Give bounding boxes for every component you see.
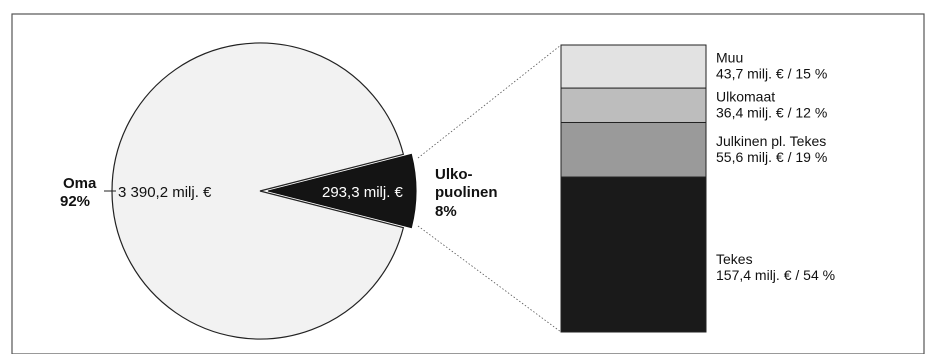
connector-top <box>417 44 562 159</box>
bar-segment-muu <box>560 44 707 89</box>
segment-name-tekes: Tekes <box>716 251 753 267</box>
segment-value-muu: 43,7 milj. € / 15 % <box>716 66 827 82</box>
slice-label-ulkopuolinen-line1: Ulko- <box>435 166 473 183</box>
bar-segment-ulkomaat <box>560 87 707 123</box>
connector-bottom <box>417 225 562 333</box>
bar-segment-tekes <box>560 176 707 333</box>
bar-segment-julkinen-pl-tekes <box>560 121 707 178</box>
pie-chart: Oma 92% 3 390,2 milj. € 293,3 milj. € Ul… <box>60 42 498 340</box>
segment-value-julkinen-pl-tekes: 55,6 milj. € / 19 % <box>716 149 827 165</box>
slice-label-ulkopuolinen-line2: puolinen <box>435 184 498 201</box>
pie-slice-ulkopuolinen <box>267 153 417 229</box>
segment-value-ulkomaat: 36,4 milj. € / 12 % <box>716 104 827 120</box>
segment-name-julkinen-pl-tekes: Julkinen pl. Tekes <box>716 133 826 149</box>
slice-label-oma: Oma <box>63 175 97 192</box>
segment-value-tekes: 157,4 milj. € / 54 % <box>716 267 835 283</box>
segment-name-muu: Muu <box>716 50 743 66</box>
figure-border <box>11 13 925 354</box>
slice-percent-ulkopuolinen: 8% <box>435 203 457 220</box>
slice-value-ulkopuolinen: 293,3 milj. € <box>322 184 404 201</box>
segment-name-ulkomaat: Ulkomaat <box>716 88 775 104</box>
slice-percent-oma: 92% <box>60 193 90 210</box>
slice-value-oma: 3 390,2 milj. € <box>118 184 212 201</box>
